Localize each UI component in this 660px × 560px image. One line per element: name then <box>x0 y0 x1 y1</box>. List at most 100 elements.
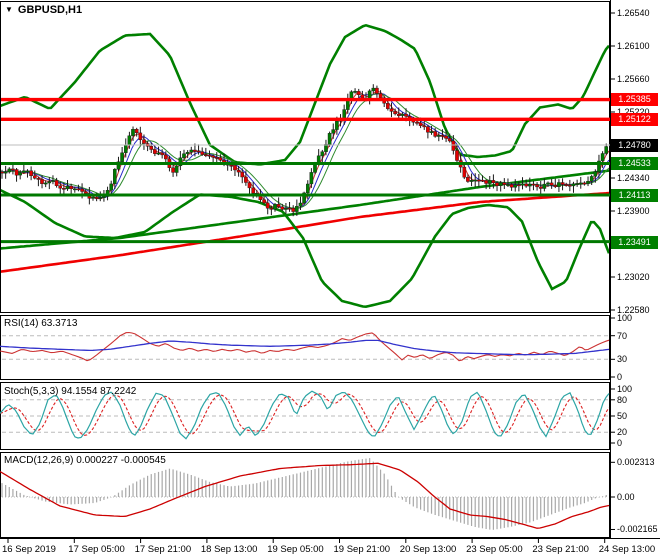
bear-candle <box>80 188 84 192</box>
bear-candle <box>218 157 223 161</box>
time-tick-label: 19 Sep 21:00 <box>333 544 391 555</box>
bear-candle <box>378 93 383 99</box>
bull-candle <box>498 182 503 187</box>
price-tick-label: 1.26540 <box>617 8 650 18</box>
bear-candle <box>517 184 521 187</box>
bull-candle <box>579 182 583 185</box>
bull-candle <box>295 206 299 212</box>
price-badge-support: 1.24113 <box>611 188 658 202</box>
bull-candle <box>273 203 277 210</box>
price-badge-support: 1.23491 <box>611 235 658 249</box>
bull-candle <box>575 183 579 185</box>
price-tick-label: 1.25660 <box>617 74 650 84</box>
bull-candle <box>156 152 161 155</box>
bull-candle <box>597 160 601 173</box>
bear-candle <box>538 186 543 189</box>
bear-candle <box>149 145 154 150</box>
bear-candle <box>69 185 73 190</box>
bear-candle <box>389 108 394 112</box>
bear-candle <box>280 206 285 210</box>
bear-candle <box>426 126 430 133</box>
bull-candle <box>22 170 26 173</box>
price-tick-label: 1.25220 <box>617 107 650 117</box>
bear-candle <box>553 184 558 187</box>
price-badge-resistance: 1.25385 <box>611 92 658 106</box>
bear-candle <box>582 182 587 185</box>
bull-candle <box>586 180 590 184</box>
bull-candle <box>51 180 55 182</box>
bear-candle <box>291 208 296 212</box>
bull-candle <box>546 182 550 185</box>
macd-tick-label: 0.002313 <box>617 457 655 468</box>
bull-candle <box>371 87 376 92</box>
price-tick-label: 1.23900 <box>617 206 650 216</box>
bull-candle <box>327 133 332 145</box>
bear-candle <box>142 139 146 144</box>
bull-candle <box>116 161 121 170</box>
bear-candle <box>229 164 234 167</box>
bear-candle <box>524 183 528 187</box>
bull-candle <box>284 207 288 210</box>
bull-candle <box>506 184 510 186</box>
bear-candle <box>247 182 252 189</box>
stoch-tick-label: 80 <box>617 394 628 405</box>
price-tick-label: 1.24340 <box>617 173 650 183</box>
stoch-d-line <box>0 393 610 437</box>
bear-candle <box>83 191 88 194</box>
bear-candle <box>418 122 423 126</box>
time-tick-label: 23 Sep 05:00 <box>466 544 523 555</box>
bull-candle <box>98 197 103 199</box>
bull-candle <box>65 185 70 190</box>
stoch-tick-label: 20 <box>617 427 628 438</box>
main-pane <box>0 1 610 313</box>
bear-candle <box>568 184 572 187</box>
bull-candle <box>528 183 532 187</box>
bear-candle <box>36 178 41 180</box>
time-tick-label: 23 Sep 21:00 <box>532 544 589 555</box>
bull-candle <box>571 183 576 187</box>
bear-candle <box>265 202 270 209</box>
bear-candle <box>11 168 15 171</box>
bear-candle <box>240 171 245 178</box>
bear-candle <box>134 128 139 133</box>
price-badge-support: 1.24533 <box>611 156 658 170</box>
bear-candle <box>484 180 488 184</box>
bear-candle <box>29 170 33 177</box>
bear-candle <box>531 183 536 186</box>
stoch-tick-label: 0 <box>617 438 623 448</box>
bull-candle <box>353 91 357 93</box>
bear-candle <box>451 140 456 151</box>
bull-candle <box>400 113 405 116</box>
bull-candle <box>123 144 128 153</box>
bear-candle <box>62 187 66 190</box>
bull-candle <box>18 172 23 176</box>
price-tick-label: 1.23020 <box>617 272 650 282</box>
bear-candle <box>276 203 281 207</box>
bull-candle <box>3 171 8 174</box>
bull-candle <box>131 128 135 136</box>
bear-candle <box>94 196 99 199</box>
bear-candle <box>193 149 197 152</box>
stoch-tick-label: 100 <box>617 384 633 394</box>
bear-candle <box>33 175 37 179</box>
bull-candle <box>127 135 132 146</box>
rsi-indicator-label: RSI(14) 63.3713 <box>4 318 78 329</box>
bull-candle <box>189 149 194 153</box>
bull-candle <box>331 129 336 134</box>
rsi-tick-label: 30 <box>617 354 628 365</box>
bear-candle <box>560 182 565 185</box>
bull-candle <box>473 179 478 182</box>
symbol-dropdown-icon[interactable]: ▼ <box>5 5 13 14</box>
bear-candle <box>404 113 408 117</box>
bear-candle <box>509 184 514 188</box>
bear-candle <box>207 154 212 157</box>
bear-candle <box>447 138 452 142</box>
bear-candle <box>287 207 292 210</box>
bear-candle <box>54 180 59 186</box>
bull-candle <box>102 196 106 198</box>
time-tick-label: 24 Sep 13:00 <box>598 544 656 555</box>
bear-candle <box>495 182 499 187</box>
bear-candle <box>171 167 175 173</box>
rsi-smooth-line <box>0 339 610 356</box>
